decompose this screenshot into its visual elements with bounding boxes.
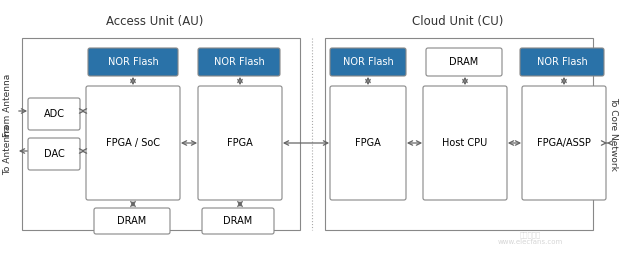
FancyBboxPatch shape [522, 86, 606, 200]
Text: DRAM: DRAM [449, 57, 479, 67]
Text: FPGA / SoC: FPGA / SoC [106, 138, 160, 148]
Text: Host CPU: Host CPU [442, 138, 487, 148]
Text: FPGA: FPGA [227, 138, 253, 148]
Text: FPGA/ASSP: FPGA/ASSP [537, 138, 591, 148]
Text: To Antenna: To Antenna [4, 125, 12, 175]
FancyBboxPatch shape [198, 48, 280, 76]
FancyBboxPatch shape [94, 208, 170, 234]
FancyBboxPatch shape [28, 98, 80, 130]
Text: DAC: DAC [44, 149, 64, 159]
Text: DRAM: DRAM [223, 216, 253, 226]
Text: NOR Flash: NOR Flash [343, 57, 393, 67]
Text: Cloud Unit (CU): Cloud Unit (CU) [412, 15, 504, 28]
FancyBboxPatch shape [426, 48, 502, 76]
Text: NOR Flash: NOR Flash [107, 57, 158, 67]
FancyBboxPatch shape [88, 48, 178, 76]
FancyBboxPatch shape [22, 38, 300, 230]
FancyBboxPatch shape [330, 48, 406, 76]
Text: NOR Flash: NOR Flash [213, 57, 265, 67]
FancyBboxPatch shape [423, 86, 507, 200]
Text: FPGA: FPGA [355, 138, 381, 148]
FancyBboxPatch shape [202, 208, 274, 234]
Text: Access Unit (AU): Access Unit (AU) [106, 15, 203, 28]
FancyBboxPatch shape [330, 86, 406, 200]
Text: DRAM: DRAM [117, 216, 147, 226]
Text: ADC: ADC [44, 109, 64, 119]
Text: From Antenna: From Antenna [4, 73, 12, 137]
FancyBboxPatch shape [325, 38, 593, 230]
FancyBboxPatch shape [86, 86, 180, 200]
Text: NOR Flash: NOR Flash [537, 57, 587, 67]
Text: 电子发烧友
www.elecfans.com: 电子发烧友 www.elecfans.com [497, 231, 563, 245]
FancyBboxPatch shape [198, 86, 282, 200]
FancyBboxPatch shape [520, 48, 604, 76]
FancyBboxPatch shape [28, 138, 80, 170]
Text: To Core Network: To Core Network [610, 97, 618, 171]
